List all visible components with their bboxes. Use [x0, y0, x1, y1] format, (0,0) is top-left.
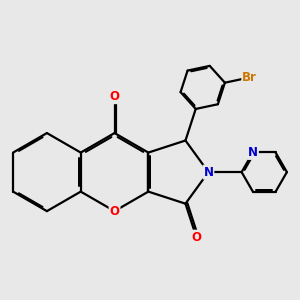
Text: O: O: [110, 205, 119, 218]
Text: N: N: [203, 166, 213, 178]
Text: O: O: [110, 90, 119, 103]
Text: Br: Br: [242, 71, 257, 84]
Text: N: N: [248, 146, 258, 159]
Text: O: O: [191, 231, 201, 244]
